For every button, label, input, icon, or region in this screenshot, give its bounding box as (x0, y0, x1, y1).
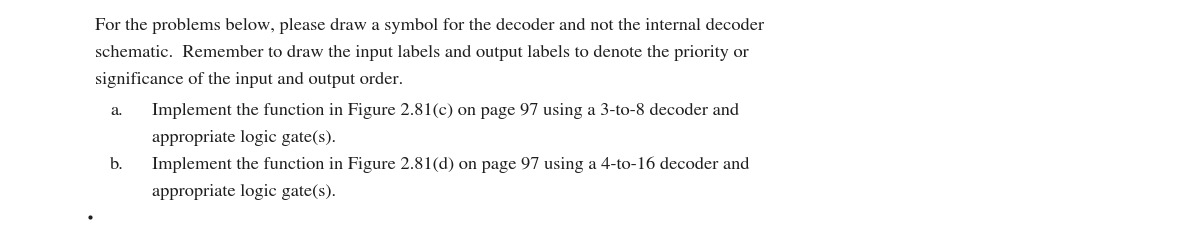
Text: Implement the function in Figure 2.81(d) on page 97 using a 4-to-16 decoder and: Implement the function in Figure 2.81(d)… (152, 156, 750, 173)
Text: significance of the input and output order.: significance of the input and output ord… (95, 72, 403, 88)
Text: For the problems below, please draw a symbol for the decoder and not the interna: For the problems below, please draw a sy… (95, 18, 764, 34)
Text: appropriate logic gate(s).: appropriate logic gate(s). (152, 183, 336, 199)
Text: schematic.  Remember to draw the input labels and output labels to denote the pr: schematic. Remember to draw the input la… (95, 45, 749, 61)
Text: Implement the function in Figure 2.81(c) on page 97 using a 3-to-8 decoder and: Implement the function in Figure 2.81(c)… (152, 103, 739, 119)
Text: a.: a. (110, 103, 122, 118)
Text: appropriate logic gate(s).: appropriate logic gate(s). (152, 129, 336, 145)
Text: b.: b. (110, 156, 124, 172)
